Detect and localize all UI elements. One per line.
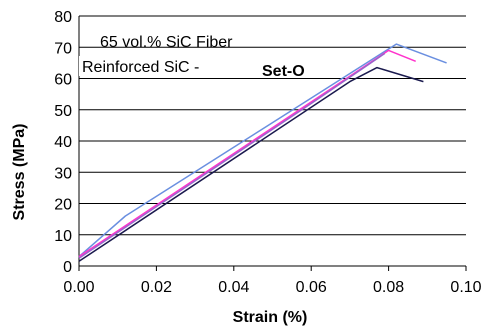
series-line-2 — [78, 49, 416, 258]
annotation-set-label: Set-O — [262, 63, 305, 80]
y-tick-label: 50 — [54, 103, 72, 120]
x-axis-title: Strain (%) — [233, 309, 308, 326]
y-tick-label: 60 — [54, 72, 72, 89]
x-tick-label: 0.02 — [141, 279, 172, 296]
y-tick-label: 70 — [54, 40, 72, 57]
annotation-line-1: 65 vol.% SiC Fiber — [100, 34, 233, 51]
annotation-line-2: Reinforced SiC - — [82, 59, 199, 76]
series-line-1 — [78, 43, 447, 258]
y-tick-label: 30 — [54, 165, 72, 182]
annotation-background — [79, 56, 265, 76]
series-line-4 — [78, 66, 424, 262]
axes — [78, 16, 467, 271]
x-tick-label: 0.04 — [218, 279, 249, 296]
annotation-box: 65 vol.% SiC Fiber Reinforced SiC - Set-… — [79, 34, 305, 80]
data-series — [78, 43, 447, 262]
y-tick-label: 20 — [54, 197, 72, 214]
x-tick-label: 0.00 — [63, 279, 94, 296]
x-tick-label: 0.08 — [373, 279, 404, 296]
y-axis-title: Stress (MPa) — [11, 124, 28, 221]
tick-labels: 0 10 20 30 40 50 60 70 80 0.00 0.02 0.04 0.06 0.08 0.1… — [54, 9, 481, 296]
series-line-3 — [78, 52, 386, 259]
y-tick-label: 0 — [63, 259, 72, 276]
y-tick-label: 80 — [54, 9, 72, 26]
x-tick-label: 0.10 — [450, 279, 481, 296]
y-tick-label: 40 — [54, 134, 72, 151]
x-tick-label: 0.06 — [296, 279, 327, 296]
gridlines — [79, 15, 466, 267]
y-tick-label: 10 — [54, 228, 72, 245]
